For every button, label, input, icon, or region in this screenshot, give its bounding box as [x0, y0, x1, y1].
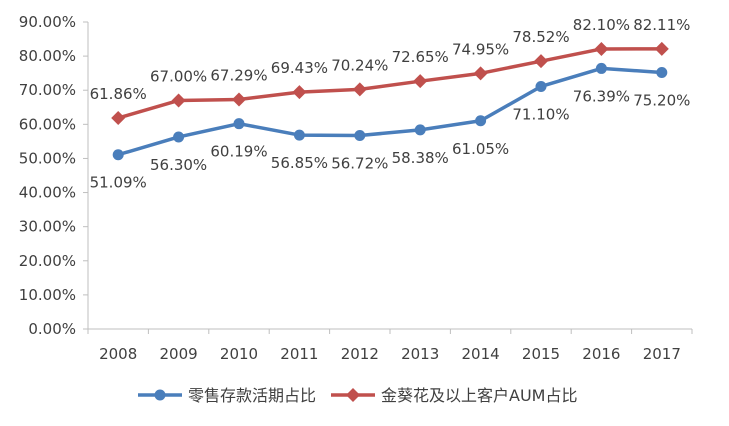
data-point	[413, 74, 428, 89]
data-point	[232, 92, 246, 107]
y-tick-label: 50.00%	[19, 149, 76, 167]
y-tick-label: 90.00%	[19, 13, 76, 31]
y-tick-label: 10.00%	[19, 286, 76, 304]
data-label: 75.20%	[633, 91, 690, 109]
data-label: 70.24%	[331, 56, 388, 74]
y-tick-label: 70.00%	[19, 81, 76, 99]
data-label: 71.10%	[512, 105, 569, 123]
data-point	[292, 85, 307, 100]
legend-label: 金葵花及以上客户AUM占比	[381, 386, 577, 405]
data-label: 56.30%	[150, 156, 207, 174]
data-label: 76.39%	[573, 87, 630, 105]
x-tick-label: 2010	[220, 345, 258, 363]
data-point	[354, 130, 366, 142]
data-point	[414, 124, 426, 136]
data-point	[293, 129, 305, 141]
y-tick-label: 60.00%	[19, 115, 76, 133]
x-tick-label: 2015	[522, 345, 560, 363]
axes: 0.00% 10.00% 20.00% 30.00% 40.00% 50.00% 60.00…	[19, 13, 693, 363]
x-tick-label: 2017	[643, 345, 681, 363]
series-line-0	[117, 66, 662, 157]
x-tick-label: 2012	[341, 345, 379, 363]
x-tick-label: 2014	[462, 345, 500, 363]
data-point	[173, 131, 185, 143]
x-tick-label: 2011	[280, 345, 318, 363]
series-line-1	[117, 47, 662, 120]
data-point	[656, 66, 668, 78]
data-label: 67.00%	[150, 67, 207, 85]
data-point	[111, 110, 126, 125]
data-point	[233, 118, 245, 130]
data-point	[473, 66, 488, 81]
data-label: 74.95%	[452, 40, 509, 58]
data-label: 69.43%	[271, 59, 328, 77]
data-label: 78.52%	[512, 28, 569, 46]
data-point	[171, 93, 186, 108]
series-layer	[111, 41, 669, 161]
data-label: 67.29%	[210, 66, 267, 84]
data-point	[352, 82, 367, 97]
data-label: 82.10%	[573, 16, 630, 34]
data-label: 72.65%	[392, 48, 449, 66]
data-label: 82.11%	[633, 16, 690, 34]
data-point	[534, 54, 548, 69]
data-point	[654, 41, 669, 56]
x-tick-label: 2009	[160, 345, 198, 363]
data-point	[475, 115, 487, 127]
data-label: 56.85%	[271, 154, 328, 172]
y-tick-label: 20.00%	[19, 252, 76, 270]
y-tick-label: 80.00%	[19, 47, 76, 65]
data-point	[595, 62, 607, 74]
data-label: 51.09%	[90, 174, 147, 192]
y-tick-label: 0.00%	[28, 320, 76, 338]
data-label: 61.86%	[90, 85, 147, 103]
legend-marker	[154, 389, 166, 401]
data-labels: 51.09%56.30%60.19%56.85% 56.72% 58.38%61.0…	[90, 16, 691, 192]
x-tick-label: 2013	[401, 345, 439, 363]
y-tick-label: 30.00%	[19, 218, 76, 236]
legend: 零售存款活期占比 金葵花及以上客户AUM占比	[138, 386, 577, 405]
data-label: 61.05%	[452, 140, 509, 158]
legend-marker	[346, 388, 360, 402]
data-point	[535, 80, 547, 92]
data-point	[594, 41, 609, 56]
x-tick-label: 2008	[99, 345, 137, 363]
legend-label: 零售存款活期占比	[188, 386, 316, 405]
x-tick-label: 2016	[582, 345, 620, 363]
data-point	[112, 149, 124, 161]
data-label: 58.38%	[392, 149, 449, 167]
data-label: 56.72%	[331, 155, 388, 173]
data-label: 60.19%	[210, 143, 267, 161]
y-tick-label: 40.00%	[19, 184, 76, 202]
